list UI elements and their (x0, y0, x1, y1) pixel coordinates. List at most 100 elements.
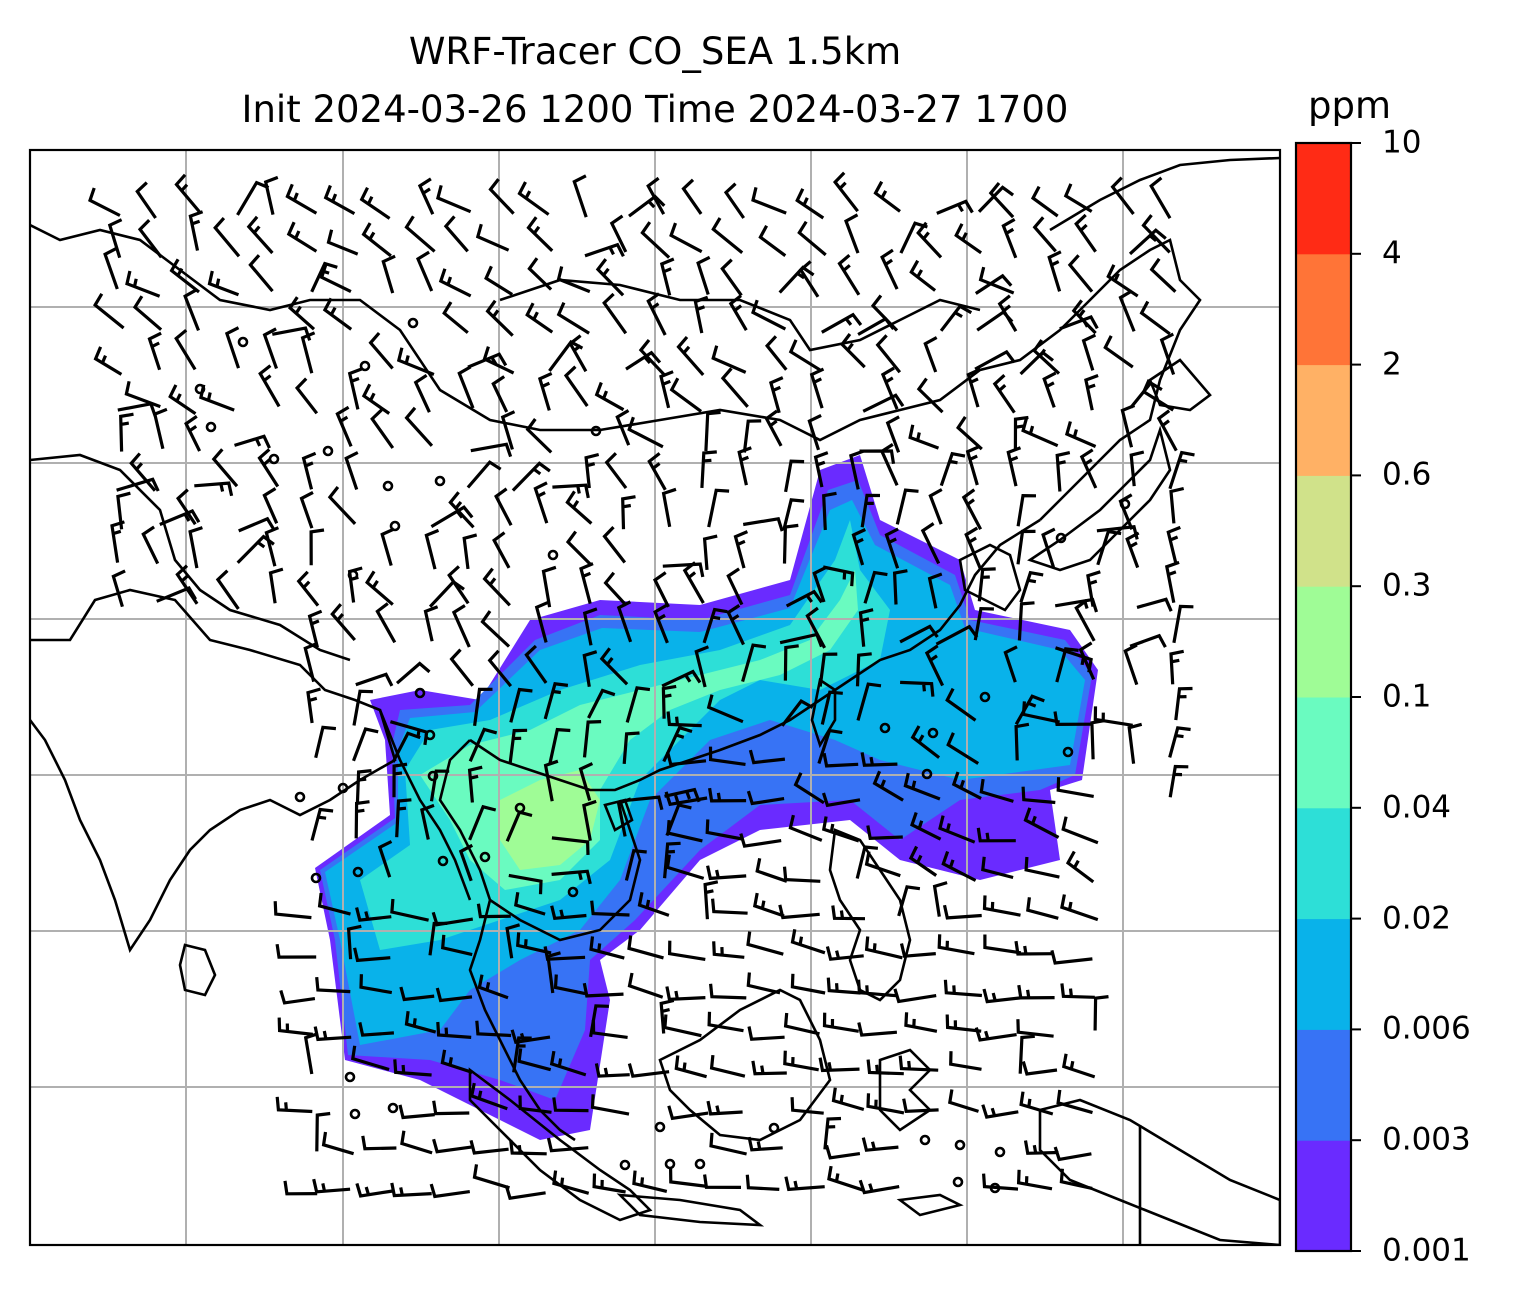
calm-marker (347, 569, 359, 581)
wind-barb (352, 727, 379, 762)
wind-barb (909, 259, 937, 292)
wind-barb (1074, 213, 1097, 253)
wind-barb (415, 250, 434, 292)
calm-marker (337, 782, 349, 794)
wind-barb (669, 222, 703, 254)
wind-barb (568, 334, 588, 373)
wind-barb (880, 248, 899, 290)
wind-barb (949, 1051, 982, 1071)
calm-marker (387, 1102, 399, 1114)
wind-barb (737, 446, 752, 486)
calm-marker (619, 1159, 631, 1171)
wind-barb (752, 892, 785, 918)
wind-barb (822, 1012, 859, 1033)
wind-barb (982, 988, 1021, 1004)
mongolia-border (499, 278, 981, 352)
wind-barb (429, 1183, 471, 1199)
calm-marker (954, 1139, 966, 1151)
wind-barb (616, 600, 633, 643)
wind-barb (910, 811, 942, 841)
wind-barb (582, 650, 598, 687)
wind-barb (436, 1021, 472, 1039)
colorbar-tick-label: 0.003 (1382, 1121, 1471, 1158)
wind-barb (665, 803, 692, 837)
colorbar (1294, 141, 1361, 1253)
wind-barb (504, 1185, 546, 1200)
wind-barb (920, 522, 941, 565)
wind-barb (751, 299, 787, 331)
wind-barb (897, 885, 921, 917)
wind-barb (312, 1178, 351, 1194)
wind-barb (860, 493, 881, 528)
chart-title-line2: Init 2024-03-26 1200 Time 2024-03-27 170… (241, 88, 1069, 131)
wind-barb (508, 873, 543, 895)
wind-barb (279, 989, 316, 1005)
wind-barb (646, 176, 666, 215)
wind-barb (215, 569, 240, 610)
wind-barb (706, 865, 747, 881)
wind-barb (1055, 647, 1079, 683)
wind-barb (594, 381, 625, 412)
wind-barb (199, 384, 235, 412)
wind-barb (784, 1176, 825, 1192)
wind-barb (879, 443, 899, 486)
wind-barb (524, 644, 548, 684)
wind-barb (866, 1093, 905, 1115)
wind-barb (807, 413, 822, 451)
calm-marker (547, 549, 559, 561)
wind-barb (693, 295, 709, 334)
wind-barb (908, 424, 940, 450)
colorbar-segment (1296, 475, 1351, 587)
wind-barb (111, 569, 126, 608)
wind-barb (728, 294, 748, 332)
wind-barb (1078, 641, 1096, 681)
wind-barb (676, 335, 705, 376)
wind-barb (565, 490, 593, 525)
wind-barb (1019, 1091, 1054, 1116)
wind-barb (404, 406, 434, 447)
wind-barb (1021, 701, 1060, 724)
colorbar-tick-label: 0.006 (1382, 1010, 1471, 1047)
calm-marker (427, 770, 439, 782)
wind-barb (640, 221, 671, 259)
wind-barb (273, 901, 312, 920)
wind-barb (546, 951, 561, 994)
wind-barb (551, 869, 592, 885)
wind-barb (467, 765, 483, 803)
wind-barb (937, 934, 975, 956)
wind-barb (822, 491, 837, 531)
wind-barb (375, 602, 397, 644)
wind-barb (981, 856, 1014, 880)
wind-barb (1032, 216, 1057, 253)
wind-barb (169, 258, 200, 294)
wind-barb (659, 998, 675, 1034)
wind-barb (184, 414, 202, 452)
wind-barb (622, 731, 640, 765)
wind-barb (747, 1026, 785, 1041)
wind-barb (549, 1050, 587, 1077)
wind-barb (400, 1130, 433, 1155)
wind-barb (783, 1012, 820, 1036)
wind-barb (381, 254, 396, 294)
new-guinea (1038, 1098, 1280, 1245)
wind-barb (299, 490, 314, 529)
wind-barb (505, 923, 521, 959)
wind-barb (263, 175, 279, 215)
wind-barb (982, 895, 1021, 917)
wind-barb (398, 1104, 435, 1120)
wind-barb (1168, 726, 1191, 758)
wind-barb (860, 752, 898, 767)
wind-barb (1127, 722, 1143, 764)
wind-barb (742, 419, 762, 453)
wind-barb (785, 589, 824, 608)
wind-barb (709, 1054, 746, 1078)
colorbar-unit-label: ppm (1308, 84, 1392, 127)
wind-barb (813, 451, 829, 488)
wind-barb (553, 974, 586, 996)
wind-barb (1136, 597, 1173, 612)
sumatra (468, 1067, 653, 1222)
wind-barb (720, 258, 743, 297)
wind-barb (1063, 183, 1093, 213)
wind-barb (831, 905, 866, 921)
wind-barb (793, 772, 825, 805)
